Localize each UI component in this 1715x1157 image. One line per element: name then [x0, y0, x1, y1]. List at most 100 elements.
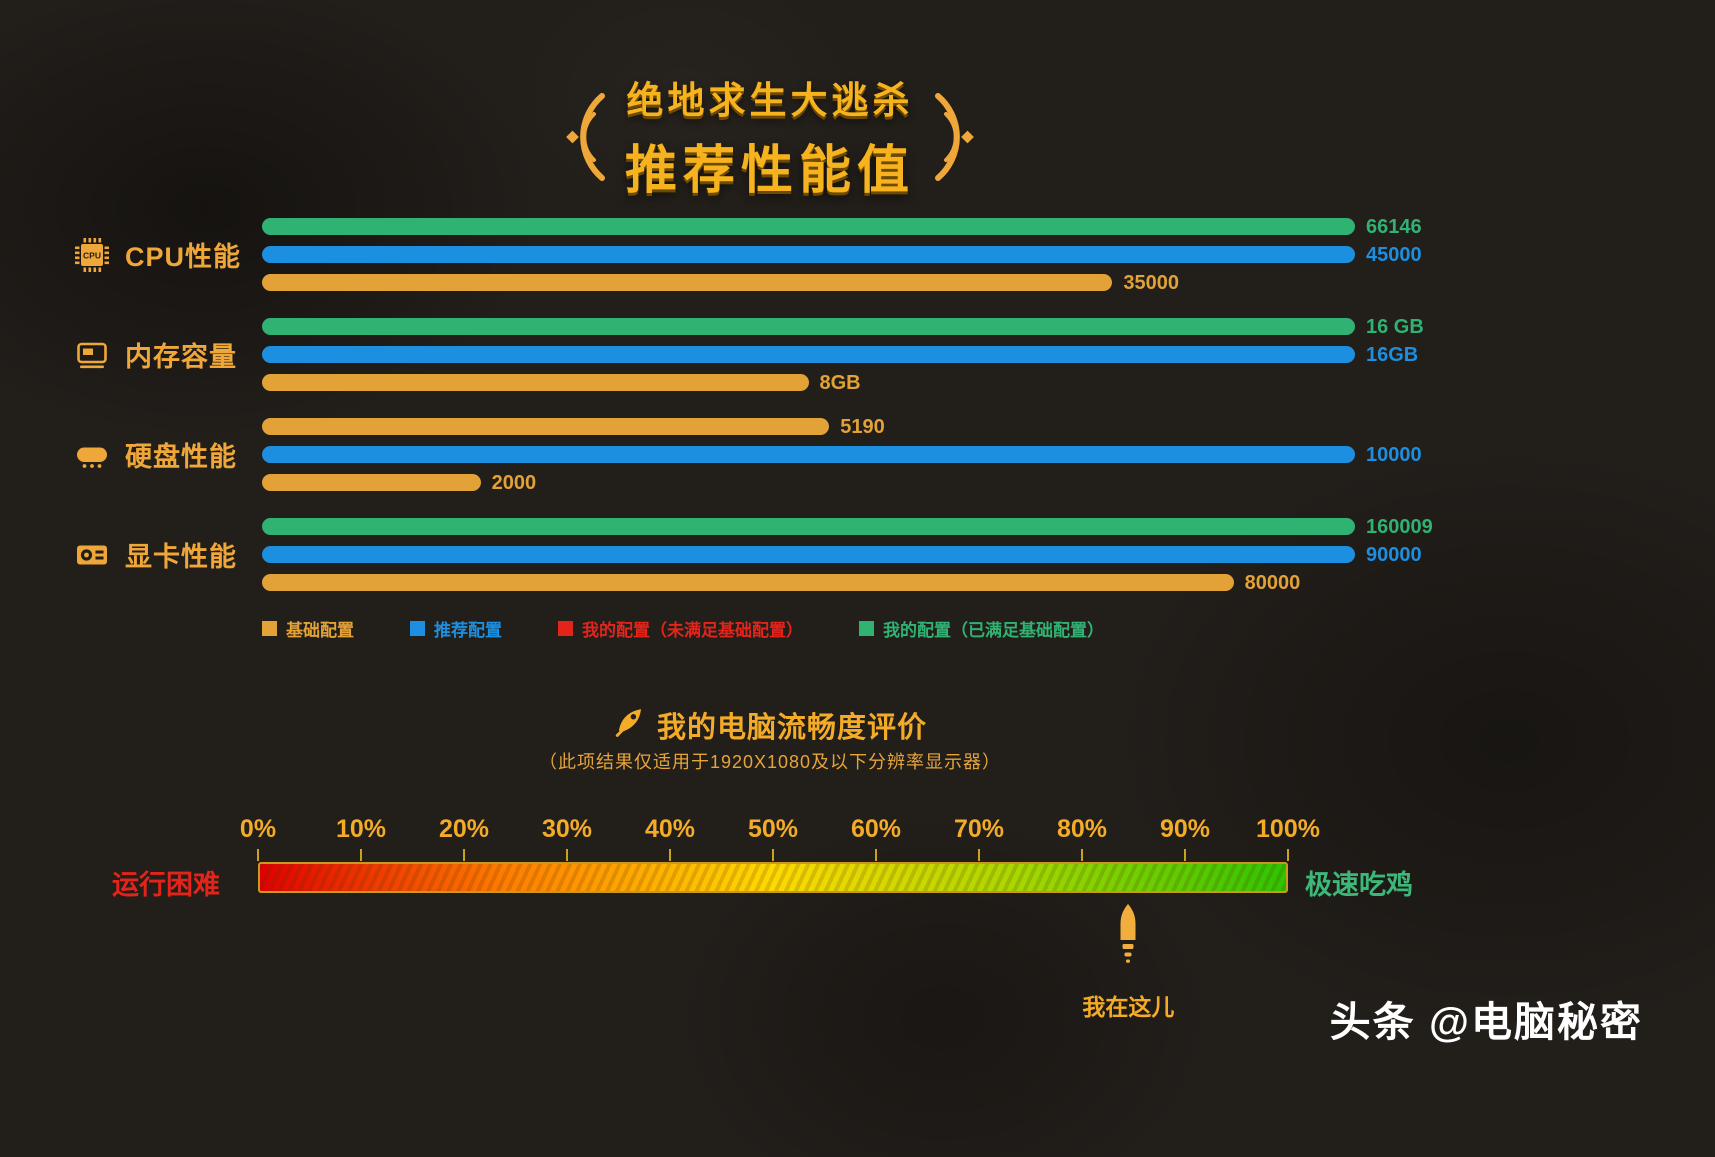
scale-tick-mark [772, 849, 774, 861]
bar-value-label: 66146 [1366, 215, 1422, 238]
bar-gold [262, 418, 830, 435]
bar-row: 90000 [262, 545, 1422, 565]
scale-tick-label: 30% [541, 815, 593, 843]
legend-swatch-blue [410, 621, 425, 636]
scale-tick-label: 20% [438, 815, 490, 843]
legend-label: 我的配置（已满足基础配置） [883, 621, 1104, 640]
legend-item: 推荐配置 [410, 616, 502, 641]
page-title: 绝地求生大逃杀 推荐性能值 [625, 70, 915, 203]
scale-tick-label: 0% [239, 815, 277, 843]
title-deco-right-icon [933, 91, 979, 183]
chart-group-gpu: 显卡性能 160009 90000 80000 [0, 517, 1715, 594]
performance-bar-chart: CPU CPU性能 66146 45000 35000 内存容量 16 GB 16GB 8GB 硬… [0, 217, 1715, 618]
legend-swatch-red [558, 621, 573, 636]
rocket-icon [613, 704, 647, 746]
bar-track-group: 5190 10000 2000 [262, 415, 1422, 494]
marker-label: 我在这儿 [1082, 994, 1175, 1020]
fluency-title: 我的电脑流畅度评价 [0, 704, 1540, 746]
legend-label: 推荐配置 [434, 621, 502, 640]
bar-value-label: 8GB [819, 371, 861, 394]
bar-value-label: 90000 [1366, 543, 1422, 566]
scale-tick-label: 80% [1056, 815, 1108, 843]
legend-item: 我的配置（未满足基础配置） [558, 616, 803, 641]
bar-value-label: 16GB [1366, 343, 1419, 366]
scale-tick-label: 50% [747, 815, 799, 843]
bar-green [262, 318, 1355, 335]
bar-value-label: 16 GB [1366, 315, 1424, 338]
fluency-title-text: 我的电脑流畅度评价 [656, 712, 927, 744]
title-deco-left-icon [561, 91, 607, 183]
bar-value-label: 45000 [1366, 243, 1422, 266]
category-label: 硬盘性能 [72, 435, 237, 475]
bar-gold [262, 274, 1113, 291]
memory-icon [72, 335, 112, 375]
bar-row: 160009 [262, 517, 1433, 537]
bar-gold [262, 474, 481, 491]
fluency-subtitle: （此项结果仅适用于1920X1080及以下分辨率显示器） [538, 752, 1002, 772]
scale-tick-mark [1184, 849, 1186, 861]
bar-blue [262, 246, 1355, 263]
page-subtitle: 推荐性能值 [624, 142, 915, 200]
bar-row: 8GB [262, 371, 1355, 394]
legend-item: 我的配置（已满足基础配置） [859, 616, 1104, 641]
title-block: 绝地求生大逃杀 推荐性能值 [0, 70, 1540, 203]
scale-tick-label: 100% [1256, 815, 1320, 843]
scale-tick-label: 60% [850, 815, 902, 843]
bar-row: 45000 [262, 245, 1422, 265]
scale-tick-label: 10% [335, 815, 387, 843]
scale-tick-mark [566, 849, 568, 861]
bar-green [262, 218, 1355, 235]
category-label: 内存容量 [72, 335, 237, 375]
bar-value-label: 35000 [1123, 271, 1179, 294]
bar-row: 10000 [262, 445, 1422, 465]
gpu-icon [72, 535, 112, 575]
bar-blue [262, 546, 1355, 563]
bar-track-group: 160009 90000 80000 [262, 517, 1433, 594]
scale-tick-mark [669, 849, 671, 861]
svg-text:CPU: CPU [83, 250, 101, 260]
scale-tick-mark [463, 849, 465, 861]
scale-left-label: 运行困难 [112, 870, 220, 900]
game-title: 绝地求生大逃杀 [626, 80, 914, 121]
legend-label: 基础配置 [286, 621, 354, 640]
category-label: CPU CPU性能 [72, 235, 241, 275]
bar-gold [262, 574, 1234, 591]
scale-tick-mark [257, 849, 259, 861]
legend-item: 基础配置 [262, 616, 354, 641]
category-name: CPU性能 [125, 242, 242, 272]
bar-value-label: 10000 [1366, 443, 1422, 466]
category-name: 硬盘性能 [125, 442, 237, 472]
bar-blue [262, 346, 1355, 363]
bar-green [262, 518, 1355, 535]
legend-swatch-gold [262, 621, 277, 636]
bar-track-group: 16 GB 16GB 8GB [262, 317, 1424, 394]
category-label: 显卡性能 [72, 535, 237, 575]
bar-track-group: 66146 45000 35000 [262, 217, 1422, 294]
scale-tick-mark [978, 849, 980, 861]
bar-blue [262, 446, 1355, 463]
bar-value-label: 2000 [491, 471, 537, 494]
scale-tick-mark [1287, 849, 1289, 861]
scale-tick-mark [875, 849, 877, 861]
bar-value-label: 160009 [1366, 515, 1433, 538]
bar-row: 35000 [262, 271, 1355, 294]
bar-row: 5190 [262, 415, 1355, 438]
bar-value-label: 80000 [1244, 571, 1301, 594]
scale-right-label: 极速吃鸡 [1305, 870, 1413, 900]
scale-tick-mark [1081, 849, 1083, 861]
chart-group-disk: 硬盘性能 5190 10000 2000 [0, 415, 1715, 494]
chart-group-memory: 内存容量 16 GB 16GB 8GB [0, 317, 1715, 394]
fluency-gradient-bar [258, 862, 1288, 893]
chart-legend: 基础配置 推荐配置 我的配置（未满足基础配置） 我的配置（已满足基础配置） [262, 616, 1104, 641]
watermark: 头条 @电脑秘密 [1329, 999, 1643, 1045]
scale-tick-label: 70% [953, 815, 1005, 843]
legend-swatch-green [859, 621, 874, 636]
bar-row: 16GB [262, 345, 1418, 365]
legend-label: 我的配置（未满足基础配置） [582, 621, 803, 640]
bar-row: 66146 [262, 217, 1422, 237]
bar-row: 2000 [262, 471, 1355, 494]
category-name: 内存容量 [125, 342, 237, 372]
bar-value-label: 5190 [840, 415, 885, 438]
chart-group-cpu: CPU CPU性能 66146 45000 35000 [0, 217, 1715, 294]
